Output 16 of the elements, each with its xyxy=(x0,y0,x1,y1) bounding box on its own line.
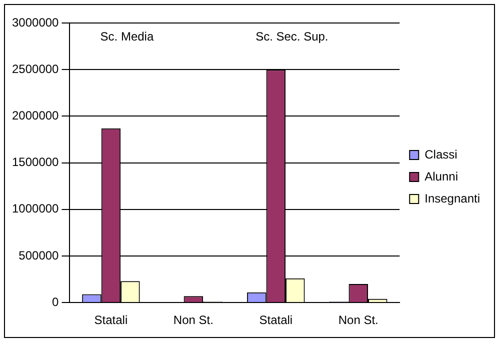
y-tick-label: 1000000 xyxy=(12,202,60,216)
legend-label: Alunni xyxy=(424,169,458,184)
y-tick-label: 3000000 xyxy=(12,15,60,30)
x-tick-label: Non St. xyxy=(338,313,378,328)
x-tick-label: Non St. xyxy=(173,313,214,328)
legend-label: Insegnanti xyxy=(424,191,480,206)
y-tick-label: 2500000 xyxy=(12,62,60,76)
legend-label: Classi xyxy=(424,147,458,162)
annotation: Sc. Media xyxy=(100,29,154,44)
y-tick-label: 0 xyxy=(52,294,60,309)
y-tick-label: 500000 xyxy=(18,248,60,262)
x-tick-label: Statali xyxy=(259,313,293,328)
annotation: Sc. Sec. Sup. xyxy=(256,29,328,44)
y-tick-label: 2000000 xyxy=(12,108,60,123)
y-tick-label: 1500000 xyxy=(12,155,60,170)
x-tick-label: Statali xyxy=(94,313,128,328)
